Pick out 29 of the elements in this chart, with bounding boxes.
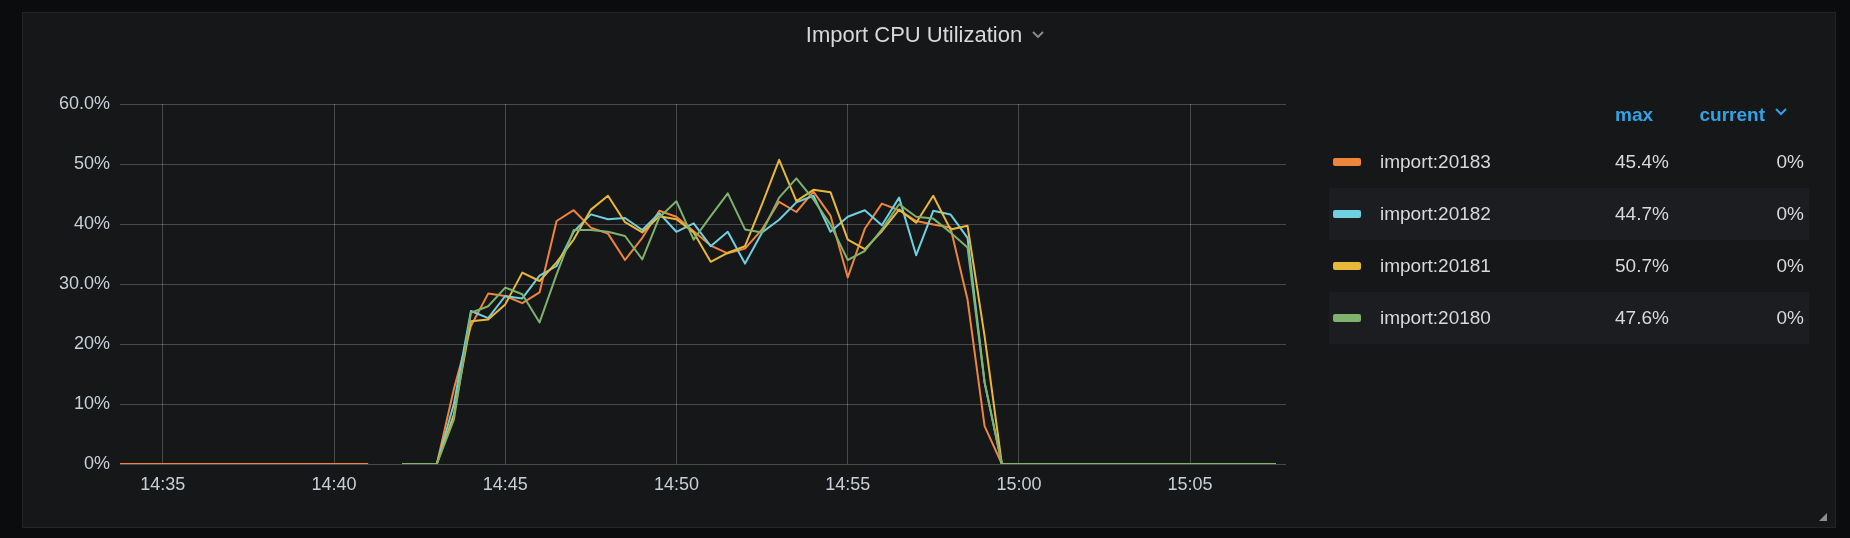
- legend-label: import:20182: [1380, 203, 1491, 225]
- legend-label: import:20180: [1380, 307, 1491, 329]
- text: 0%: [1776, 307, 1804, 329]
- text: max: [1615, 104, 1654, 126]
- text: 45.4%: [1615, 151, 1669, 173]
- text: current: [1699, 104, 1765, 126]
- x-tick-label: 14:50: [653, 473, 699, 494]
- text: 0%: [1776, 151, 1804, 173]
- x-tick-label: 14:35: [140, 473, 186, 494]
- text: 47.6%: [1615, 307, 1669, 329]
- y-tick-label: 50%: [73, 152, 110, 173]
- x-tick-label: 14:40: [311, 473, 357, 494]
- y-tick-label: 0%: [83, 452, 110, 473]
- text: 50.7%: [1615, 255, 1669, 277]
- chart-title: Import CPU Utilization: [805, 22, 1023, 48]
- x-tick-label: 15:00: [996, 473, 1042, 494]
- text: 0%: [1776, 255, 1804, 277]
- legend-label: import:20183: [1380, 151, 1491, 173]
- legend-label: import:20181: [1380, 255, 1491, 277]
- y-tick-label: 30.0%: [58, 272, 110, 293]
- y-tick-label: 40%: [73, 212, 110, 233]
- x-tick-label: 14:45: [482, 473, 528, 494]
- text: 0%: [1776, 203, 1804, 225]
- y-tick-label: 20%: [73, 332, 110, 353]
- text: 44.7%: [1615, 203, 1669, 225]
- y-tick-label: 60.0%: [58, 92, 110, 113]
- x-tick-label: 15:05: [1167, 473, 1213, 494]
- x-tick-label: 14:55: [825, 473, 871, 494]
- y-tick-label: 10%: [73, 392, 110, 413]
